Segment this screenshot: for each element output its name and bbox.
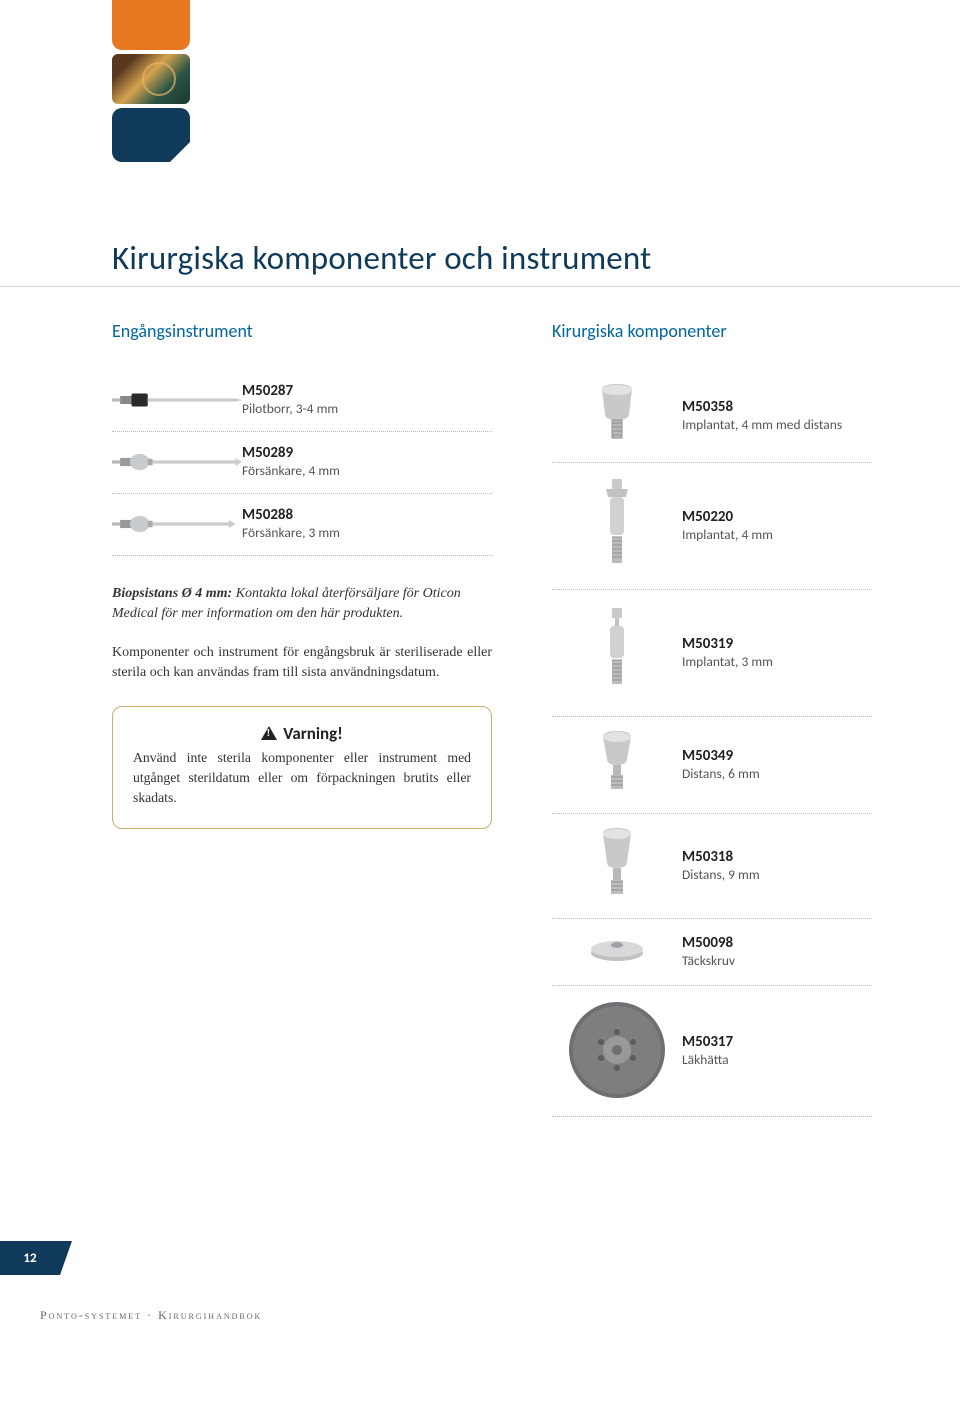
title-rule: [0, 286, 960, 287]
product-code: M50287: [242, 382, 492, 400]
product-text: M50349 Distans, 6 mm: [682, 747, 872, 782]
product-image: [552, 998, 682, 1102]
warning-icon: [261, 726, 277, 740]
product-desc: Implantat, 4 mm med distans: [682, 416, 872, 433]
product-desc: Implantat, 3 mm: [682, 653, 872, 670]
product-image: [552, 475, 682, 575]
product-row: M50319 Implantat, 3 mm: [552, 590, 872, 717]
product-desc: Distans, 9 mm: [682, 866, 872, 883]
header-tabs: [112, 0, 192, 166]
page-number-badge: 12: [0, 1241, 60, 1275]
warning-title-row: Varning!: [133, 723, 471, 744]
product-desc: Försänkare, 4 mm: [242, 462, 492, 479]
product-row: M50288 Försänkare, 3 mm: [112, 494, 492, 556]
product-image: [112, 447, 242, 477]
product-text: M50220 Implantat, 4 mm: [682, 508, 872, 543]
product-code: M50098: [682, 934, 872, 952]
warning-title: Varning!: [283, 723, 343, 744]
product-row: M50287 Pilotborr, 3-4 mm: [112, 370, 492, 432]
tab-navy: [112, 108, 190, 162]
warning-body: Använd inte sterila komponenter eller in…: [133, 748, 471, 808]
product-text: M50287 Pilotborr, 3-4 mm: [242, 382, 492, 417]
product-image: [552, 729, 682, 799]
footer-text: Ponto-systemet · Kirurgihandbok: [40, 1308, 262, 1323]
product-text: M50317 Läkhätta: [682, 1033, 872, 1068]
product-image: [552, 826, 682, 904]
left-heading: Engångsinstrument: [112, 320, 492, 342]
product-code: M50319: [682, 635, 872, 653]
product-row: M50349 Distans, 6 mm: [552, 717, 872, 814]
product-row: M50358 Implantat, 4 mm med distans: [552, 370, 872, 463]
product-text: M50288 Försänkare, 3 mm: [242, 506, 492, 541]
product-image: [112, 509, 242, 539]
product-text: M50289 Försänkare, 4 mm: [242, 444, 492, 479]
product-desc: Försänkare, 3 mm: [242, 524, 492, 541]
product-desc: Täckskruv: [682, 952, 872, 969]
product-row: M50318 Distans, 9 mm: [552, 814, 872, 919]
right-heading: Kirurgiska komponenter: [552, 320, 872, 342]
product-text: M50319 Implantat, 3 mm: [682, 635, 872, 670]
product-row: M50220 Implantat, 4 mm: [552, 463, 872, 590]
page-title: Kirurgiska komponenter och instrument: [112, 238, 651, 278]
product-row: M50289 Försänkare, 4 mm: [112, 432, 492, 494]
product-text: M50098 Täckskruv: [682, 934, 872, 969]
product-code: M50220: [682, 508, 872, 526]
product-text: M50318 Distans, 9 mm: [682, 848, 872, 883]
product-image: [112, 387, 242, 413]
product-code: M50349: [682, 747, 872, 765]
biopsy-note: Biopsistans Ø 4 mm: Kontakta lokal återf…: [112, 584, 492, 623]
product-desc: Pilotborr, 3-4 mm: [242, 400, 492, 417]
product-image: [552, 382, 682, 448]
product-row: M50098 Täckskruv: [552, 919, 872, 986]
product-desc: Läkhätta: [682, 1051, 872, 1068]
product-image: [552, 602, 682, 702]
biopsy-note-bold: Biopsistans Ø 4 mm:: [112, 586, 232, 601]
product-desc: Implantat, 4 mm: [682, 526, 872, 543]
product-code: M50288: [242, 506, 492, 524]
product-image: [552, 931, 682, 971]
product-row: M50317 Läkhätta: [552, 986, 872, 1117]
left-column: Engångsinstrument M50287 Pilotborr, 3-4 …: [112, 320, 492, 1117]
tab-orange: [112, 0, 190, 50]
product-code: M50317: [682, 1033, 872, 1051]
product-code: M50318: [682, 848, 872, 866]
content-columns: Engångsinstrument M50287 Pilotborr, 3-4 …: [112, 320, 872, 1117]
product-code: M50289: [242, 444, 492, 462]
sterile-note: Komponenter och instrument för engångsbr…: [112, 643, 492, 682]
product-code: M50358: [682, 398, 872, 416]
page-number: 12: [23, 1251, 36, 1266]
tab-ear-image: [112, 54, 190, 104]
product-desc: Distans, 6 mm: [682, 765, 872, 782]
product-text: M50358 Implantat, 4 mm med distans: [682, 398, 872, 433]
warning-box: Varning! Använd inte sterila komponenter…: [112, 706, 492, 829]
right-column: Kirurgiska komponenter M50358 Implantat,…: [552, 320, 872, 1117]
